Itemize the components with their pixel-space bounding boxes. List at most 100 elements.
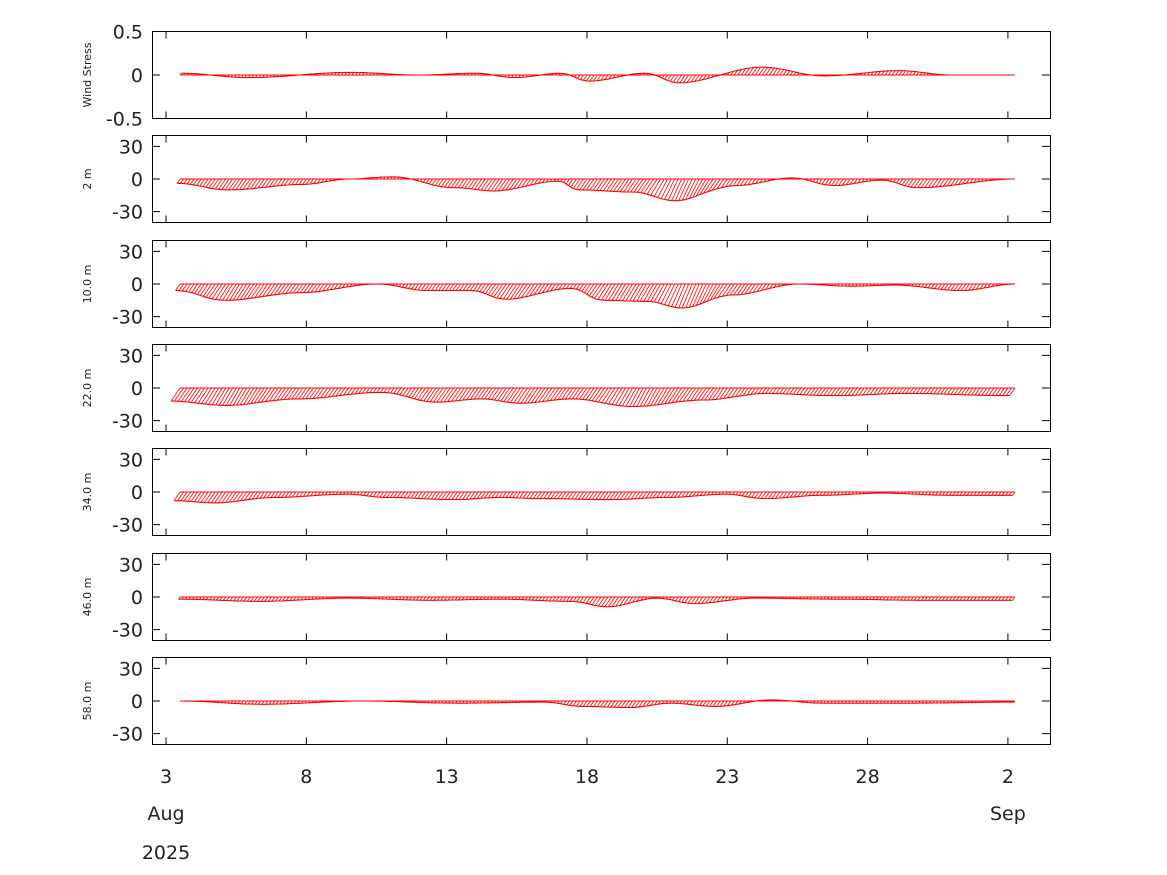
stick [559, 596, 563, 602]
stick [342, 283, 346, 288]
stick [366, 491, 370, 497]
stick [314, 283, 321, 293]
stick [487, 283, 497, 296]
stick [592, 178, 602, 191]
stick [902, 387, 907, 394]
stick [737, 69, 742, 76]
stick [294, 387, 304, 400]
stick [692, 283, 704, 307]
stick [389, 491, 395, 498]
stick [427, 491, 433, 500]
stick [177, 491, 184, 501]
stick [526, 491, 532, 499]
stick [641, 491, 647, 499]
stick [653, 387, 665, 406]
stick [441, 283, 447, 291]
stick [517, 387, 528, 404]
stick [643, 387, 654, 407]
stick [660, 283, 672, 304]
stick [239, 283, 251, 300]
stick [643, 283, 654, 302]
stick [671, 387, 683, 403]
stick [681, 283, 693, 309]
stick [869, 387, 875, 395]
stick [653, 178, 665, 197]
stick [307, 283, 314, 293]
y-axis-label: 46.0 m [81, 578, 94, 617]
stick [354, 387, 360, 395]
stick [473, 491, 479, 500]
stick [429, 387, 440, 403]
stick [285, 283, 293, 294]
stick [748, 283, 756, 294]
stick [593, 74, 598, 82]
stick [646, 178, 658, 195]
y-tick-label: -0.5 [106, 109, 143, 131]
stick [218, 178, 226, 190]
stick [654, 700, 658, 705]
stick [498, 491, 504, 498]
stick [895, 387, 900, 394]
stick [497, 387, 507, 401]
stick [582, 178, 591, 191]
stick [250, 596, 255, 602]
stick [935, 178, 942, 188]
stick [898, 387, 904, 394]
y-tick-label: -30 [112, 724, 143, 746]
stick [664, 74, 668, 80]
stick [517, 178, 525, 189]
stick [538, 596, 542, 601]
stick [705, 596, 711, 604]
stick [578, 387, 588, 400]
stick [995, 387, 1002, 396]
stick [251, 491, 258, 500]
stick [454, 387, 465, 402]
stick [706, 283, 718, 302]
stick [464, 178, 472, 189]
stick [975, 283, 981, 290]
stick [369, 387, 374, 393]
stick [566, 596, 570, 602]
stick [296, 283, 304, 293]
stick [801, 491, 805, 497]
stick [702, 283, 714, 304]
stick [674, 283, 686, 308]
stick [634, 491, 640, 499]
stick [786, 491, 791, 498]
stick [414, 387, 423, 400]
stick [466, 387, 476, 400]
stick [420, 283, 426, 291]
stick [536, 491, 542, 499]
stick [491, 491, 497, 498]
stick [225, 491, 234, 503]
stick [254, 283, 265, 298]
stick [240, 491, 248, 501]
stick [194, 491, 202, 503]
stick [604, 596, 612, 607]
y-tick-label: 30 [119, 449, 143, 471]
stick [433, 387, 444, 403]
stick [670, 491, 675, 498]
stick [799, 387, 805, 395]
stick [960, 283, 967, 291]
stick [717, 283, 728, 298]
stick [624, 700, 630, 708]
stick [634, 700, 640, 708]
stick [664, 178, 676, 200]
stick [417, 283, 423, 291]
stick [920, 178, 928, 188]
stick [660, 491, 665, 498]
stick [480, 387, 490, 400]
stick [318, 283, 325, 292]
stick [690, 596, 697, 604]
stick [299, 491, 304, 497]
stick [186, 178, 191, 185]
stick [962, 178, 967, 185]
stick [576, 283, 581, 290]
stick [775, 491, 781, 499]
stick [762, 67, 768, 76]
stick [619, 178, 630, 192]
stick [243, 387, 255, 405]
stick [837, 387, 844, 396]
stick [891, 70, 896, 76]
